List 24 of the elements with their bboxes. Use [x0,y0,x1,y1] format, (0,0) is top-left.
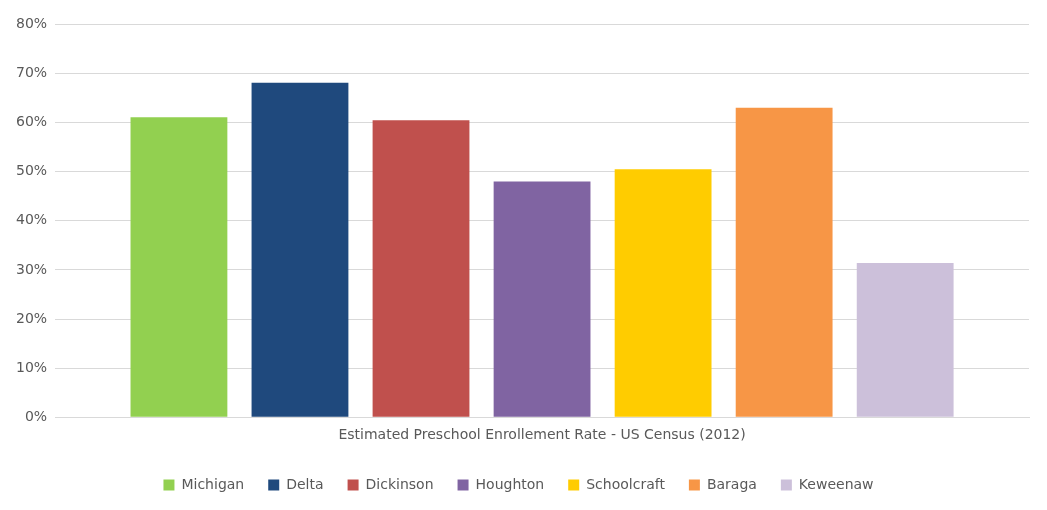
y-tick-label: 50% [15,162,48,179]
legend-label: Schoolcraft [586,475,666,492]
legend-label: Baraga [706,475,757,492]
bar [130,117,228,417]
legend-label: Houghton [475,475,545,492]
bar [735,107,833,417]
y-tick-label: 40% [15,211,48,228]
legend-label: Delta [286,475,324,492]
y-tick-label: 70% [15,64,48,81]
bar [493,181,591,417]
y-tick-label: 80% [15,15,48,32]
y-tick-label: 10% [15,358,48,375]
bar [856,263,954,417]
legend-label: Keweenaw [798,475,874,492]
legend-label: Dickinson [365,475,434,492]
bar [251,82,349,417]
x-tick-label: Estimated Preschool Enrollement Rate - US Census (2012) [338,426,746,443]
y-tick-label: 60% [15,113,48,130]
bar [614,169,712,417]
y-tick-label: 0% [24,407,48,424]
y-tick-label: 30% [15,260,48,277]
legend-label: Michigan [181,475,245,492]
bar [372,120,470,417]
y-tick-label: 20% [15,309,48,326]
